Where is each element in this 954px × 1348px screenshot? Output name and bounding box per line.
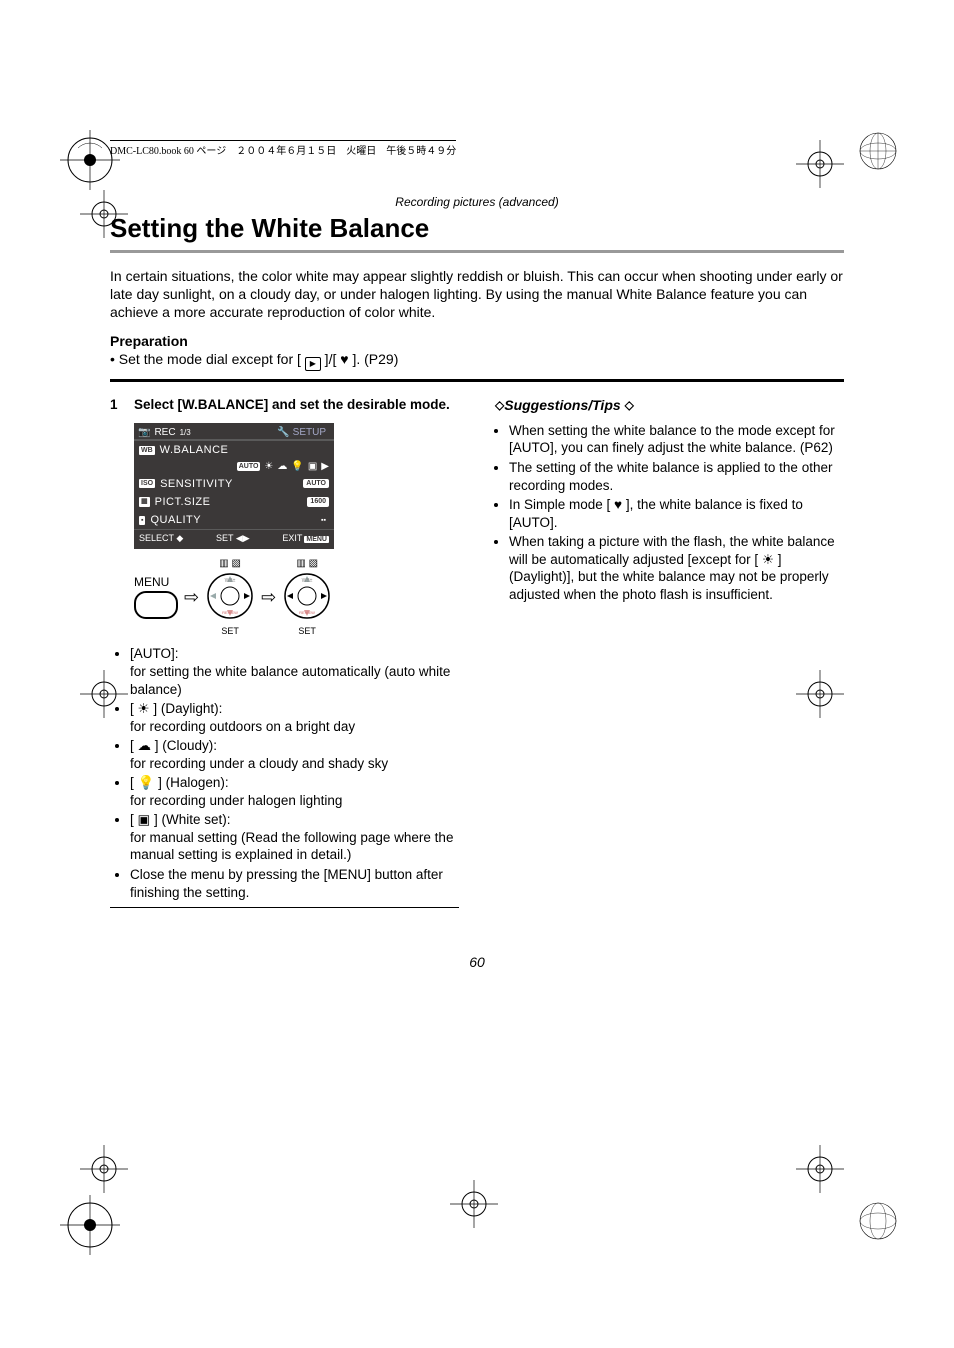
iso-value: AUTO xyxy=(303,479,329,488)
mode-item-cloudy: [ ☁ ] (Cloudy): for recording under a cl… xyxy=(130,737,459,772)
right-column: ◇Suggestions/Tips ◇ When setting the whi… xyxy=(495,396,844,908)
wb-auto-pill: AUTO xyxy=(237,462,261,471)
rec-label: REC xyxy=(154,426,175,439)
quality-label: QUALITY xyxy=(150,513,201,527)
mode-item-daylight: [ ☀ ] (Daylight): for recording outdoors… xyxy=(130,700,459,735)
page-number: 60 xyxy=(110,954,844,970)
setup-tab: 🔧 SETUP xyxy=(273,426,330,439)
title-rule xyxy=(110,250,844,253)
mode-item-auto: [AUTO]: for setting the white balance au… xyxy=(130,645,459,698)
cloudy-icon: ☁ xyxy=(138,738,152,753)
size-value: 1600 xyxy=(307,497,329,506)
mode-icons-2: ▥ ▧ xyxy=(282,557,332,570)
tips-list: When setting the white balance to the mo… xyxy=(509,422,844,603)
diamond-icon: ◇ xyxy=(625,398,634,412)
exit-label: EXITMENU xyxy=(282,533,329,545)
svg-text:WB±: WB± xyxy=(302,578,313,584)
mode-item-whiteset: [ ▣ ] (White set): for manual setting (R… xyxy=(130,811,459,864)
playback-icon: ▶ xyxy=(305,357,321,371)
daylight-icon: ☀ xyxy=(264,460,273,473)
wrench-icon: 🔧 xyxy=(277,427,289,438)
camera-menu-graphic: 📷 REC 1/3 🔧 SETUP WB W.BALANCE xyxy=(134,423,459,637)
whiteset-icon: ▣ xyxy=(138,812,151,827)
globe-tr xyxy=(857,130,899,172)
step-text: Select [W.BALANCE] and set the desirable… xyxy=(134,396,450,414)
svg-text:WB±: WB± xyxy=(225,578,236,584)
whiteset-icon: ▣ xyxy=(308,460,317,473)
tip-item: When taking a picture with the flash, th… xyxy=(509,533,844,603)
wb-label: W.BALANCE xyxy=(160,443,229,457)
section-label: Recording pictures (advanced) xyxy=(110,195,844,209)
tip-item: In Simple mode [ ♥ ], the white balance … xyxy=(509,496,844,531)
size-label: PICT.SIZE xyxy=(155,495,211,509)
quality-value: ▪▪ xyxy=(318,516,329,525)
header-meta: DMC-LC80.book 60 ページ ２００４年６月１５日 火曜日 午後５時… xyxy=(110,140,456,157)
mode-list: [AUTO]: for setting the white balance au… xyxy=(130,645,459,901)
step-number: 1 xyxy=(110,396,124,414)
daylight-icon: ☀ xyxy=(138,701,150,716)
svg-text:REVIEW: REVIEW xyxy=(299,610,315,615)
dpad-graphic-1: WB± REVIEW xyxy=(205,571,255,621)
crop-mark-bl xyxy=(60,1195,120,1255)
size-icon: ▦ xyxy=(139,497,150,506)
thick-rule xyxy=(110,379,844,382)
daylight-icon: ☀ xyxy=(762,552,774,567)
crosshair-br xyxy=(796,1145,844,1193)
left-column: 1 Select [W.BALANCE] and set the desirab… xyxy=(110,396,459,908)
camera-icon: 📷 xyxy=(138,426,150,439)
set-label-1: SET xyxy=(205,626,255,638)
heart-icon: ♥ xyxy=(614,497,622,512)
mode-item-close: Close the menu by pressing the [MENU] bu… xyxy=(130,866,459,901)
intro-text: In certain situations, the color white m… xyxy=(110,267,844,322)
tip-item: When setting the white balance to the mo… xyxy=(509,422,844,457)
preparation-heading: Preparation xyxy=(110,332,844,350)
iso-tag: ISO xyxy=(139,479,155,488)
dpad-graphic-2: WB± REVIEW xyxy=(282,571,332,621)
suggestions-heading: ◇Suggestions/Tips ◇ xyxy=(495,396,844,414)
arrow-icon-2: ⇨ xyxy=(261,586,276,609)
page-fraction: 1/3 xyxy=(180,428,191,438)
heart-icon: ♥ xyxy=(340,351,348,367)
thin-rule xyxy=(110,907,459,908)
halogen-icon: 💡 xyxy=(138,775,155,790)
tip-item: The setting of the white balance is appl… xyxy=(509,459,844,494)
right-arrow-icon: ▶ xyxy=(321,460,329,473)
select-label: SELECT ◆ xyxy=(139,533,183,545)
mode-icons-1: ▥ ▧ xyxy=(205,557,255,570)
svg-text:REVIEW: REVIEW xyxy=(222,610,238,615)
set-label-2: SET xyxy=(282,626,332,638)
iso-label: SENSITIVITY xyxy=(160,477,233,491)
globe-br xyxy=(857,1200,899,1242)
menu-button-label: MENU xyxy=(134,575,178,591)
halogen-icon: 💡 xyxy=(291,460,303,473)
quality-icon: ▪ xyxy=(139,516,145,525)
menu-button-graphic xyxy=(134,591,178,619)
crosshair-bc xyxy=(450,1180,498,1228)
arrow-icon: ⇨ xyxy=(184,586,199,609)
preparation-text: • Set the mode dial except for [ ▶ ]/[ ♥… xyxy=(110,350,844,371)
set-label: SET ◀▶ xyxy=(216,533,250,545)
page-title: Setting the White Balance xyxy=(110,213,844,244)
mode-item-halogen: [ 💡 ] (Halogen): for recording under hal… xyxy=(130,774,459,809)
cloudy-icon: ☁ xyxy=(277,460,287,473)
diamond-icon: ◇ xyxy=(495,398,504,412)
crosshair-bl xyxy=(80,1145,128,1193)
wb-tag: WB xyxy=(139,446,155,455)
